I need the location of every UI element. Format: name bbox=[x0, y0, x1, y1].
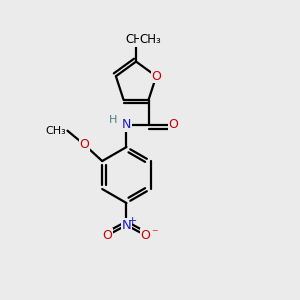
Text: O: O bbox=[80, 138, 89, 151]
Text: CH₃: CH₃ bbox=[125, 33, 147, 46]
Text: H: H bbox=[109, 115, 117, 125]
Text: ⁻: ⁻ bbox=[151, 227, 158, 240]
Text: O: O bbox=[141, 229, 151, 242]
Text: CH₃: CH₃ bbox=[139, 33, 161, 46]
Text: N: N bbox=[122, 219, 131, 232]
Text: O: O bbox=[102, 229, 112, 242]
Text: O: O bbox=[169, 118, 178, 131]
Text: CH₃: CH₃ bbox=[45, 126, 66, 136]
Text: N: N bbox=[122, 118, 131, 131]
Text: O: O bbox=[151, 70, 161, 83]
Text: +: + bbox=[128, 216, 138, 226]
